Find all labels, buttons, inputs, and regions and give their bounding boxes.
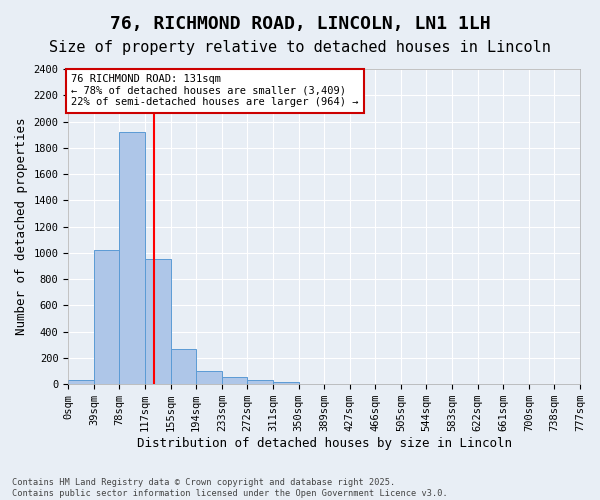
Text: Size of property relative to detached houses in Lincoln: Size of property relative to detached ho… xyxy=(49,40,551,55)
Y-axis label: Number of detached properties: Number of detached properties xyxy=(15,118,28,336)
Bar xyxy=(119,132,145,384)
Bar xyxy=(170,349,196,384)
X-axis label: Distribution of detached houses by size in Lincoln: Distribution of detached houses by size … xyxy=(137,437,512,450)
Bar xyxy=(247,380,273,384)
Bar xyxy=(94,250,119,384)
Bar xyxy=(68,380,94,384)
Bar xyxy=(145,260,170,384)
Text: 76, RICHMOND ROAD, LINCOLN, LN1 1LH: 76, RICHMOND ROAD, LINCOLN, LN1 1LH xyxy=(110,15,490,33)
Text: 76 RICHMOND ROAD: 131sqm
← 78% of detached houses are smaller (3,409)
22% of sem: 76 RICHMOND ROAD: 131sqm ← 78% of detach… xyxy=(71,74,359,108)
Bar xyxy=(273,382,299,384)
Bar xyxy=(196,371,222,384)
Text: Contains HM Land Registry data © Crown copyright and database right 2025.
Contai: Contains HM Land Registry data © Crown c… xyxy=(12,478,448,498)
Bar xyxy=(222,377,247,384)
